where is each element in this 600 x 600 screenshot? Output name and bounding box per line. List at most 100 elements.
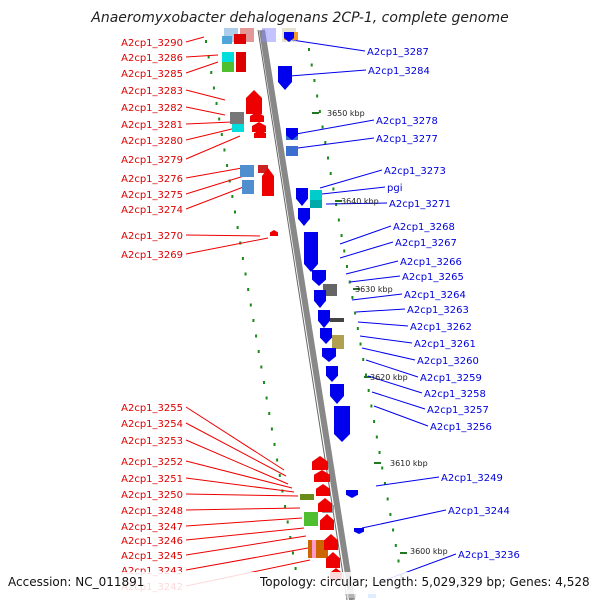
left-gene-labels: A2cp1_3290 A2cp1_3286 A2cp1_3285 A2cp1_3283… [121, 38, 183, 593]
label-leader-line [185, 106, 226, 116]
ruler-tick-right [348, 280, 351, 284]
gene-label-left: A2cp1_3252 [121, 457, 183, 468]
label-leader-line [289, 69, 367, 77]
ruler-tick-right [318, 110, 321, 113]
gene-label-left: A2cp1_3253 [121, 436, 183, 447]
gene-label-right: A2cp1_3260 [417, 356, 479, 367]
gene-feature-block [222, 36, 232, 44]
ruler-tick-right [324, 141, 327, 144]
major-tick [364, 376, 371, 378]
gene-label-right: A2cp1_3259 [420, 373, 482, 384]
gene-feature-block [236, 52, 246, 72]
label-leader-line [319, 169, 383, 189]
label-leader-line [339, 241, 394, 259]
ruler-tick-right [394, 544, 397, 547]
gene-label-right: A2cp1_3265 [402, 272, 464, 283]
gene-feature-block [304, 512, 318, 526]
ruler-tick-right [340, 234, 343, 237]
ruler-tick-left [262, 381, 265, 384]
gene-label-right: A2cp1_3284 [368, 66, 430, 77]
label-leader-line [185, 535, 307, 556]
left-label-lines [185, 36, 311, 587]
label-leader-line [185, 406, 285, 471]
major-tick [353, 288, 360, 290]
ruler-tick-left [294, 567, 297, 570]
gene-feature-block [310, 200, 322, 208]
ruler-tick-left [268, 412, 271, 415]
ruler-tick-right [356, 327, 359, 330]
gene-feature-block [312, 540, 316, 558]
label-leader-line [361, 347, 416, 361]
kbp-label: 3620 kbp [370, 373, 408, 382]
label-leader-line [361, 509, 447, 529]
gene-feature-block [310, 190, 322, 200]
ruler-tick-left [249, 303, 252, 307]
ruler-ticks [205, 40, 407, 578]
ruler-tick-right [367, 389, 370, 392]
gene-label-left: A2cp1_3286 [121, 53, 183, 64]
right-gene-labels: A2cp1_3287 A2cp1_3284 A2cp1_3278 A2cp1_3277… [367, 47, 520, 561]
ruler-tick-right [354, 311, 357, 315]
ruler-tick-left [289, 536, 292, 539]
ruler-tick-right [373, 420, 376, 423]
label-leader-line [345, 260, 399, 275]
gene-label-right: A2cp1_3271 [389, 199, 451, 210]
ruler-tick-right [389, 513, 392, 516]
label-leader-line [185, 185, 247, 210]
ruler-tick-left [255, 334, 258, 338]
major-tick [312, 112, 319, 114]
ruler-tick-left [244, 272, 247, 276]
gene-label-left: A2cp1_3274 [121, 205, 183, 216]
accession-text: Accession: NC_011891 [8, 575, 144, 589]
gene-feature-block [240, 165, 254, 177]
label-leader-line [339, 225, 392, 245]
reverse-gene-arrow [312, 270, 326, 286]
forward-gene-arrow [270, 230, 278, 236]
label-leader-line [185, 422, 287, 477]
forward-gene-arrow [316, 484, 330, 496]
gene-label-left: A2cp1_3279 [121, 155, 183, 166]
ruler-tick-left [278, 474, 281, 477]
gene-feature-block [230, 112, 244, 124]
gene-label-right: A2cp1_3236 [458, 550, 520, 561]
gene-label-right: A2cp1_3278 [376, 116, 438, 127]
label-leader-line [357, 321, 409, 327]
ruler-tick-right [335, 203, 338, 206]
kbp-label: 3630 kbp [355, 285, 393, 294]
ruler-tick-right [326, 156, 329, 160]
label-leader-line [325, 202, 388, 205]
gene-label-right: A2cp1_3264 [404, 290, 466, 301]
label-leader-line [185, 477, 295, 493]
ruler-tick-right [364, 373, 367, 377]
label-leader-line [185, 527, 305, 541]
ruler-tick-right [378, 451, 381, 454]
gene-feature-block [330, 318, 344, 322]
label-leader-line [321, 186, 386, 195]
gene-label-left: A2cp1_3254 [121, 419, 183, 430]
label-leader-line [185, 36, 205, 43]
gene-feature-block [234, 34, 246, 44]
gene-label-right: A2cp1_3258 [424, 389, 486, 400]
label-leader-line [291, 39, 366, 52]
reverse-gene-arrow [346, 490, 358, 498]
ruler-tick-left [210, 71, 213, 74]
reverse-gene-arrow [284, 32, 294, 42]
label-leader-line [185, 439, 289, 485]
label-leader-line [359, 335, 413, 344]
forward-gene-arrow [254, 130, 266, 138]
forward-gene-arrow [314, 470, 330, 482]
ruler-tick-right [329, 172, 332, 175]
ruler-tick-left [223, 148, 226, 152]
forward-gene-arrow [324, 534, 338, 550]
reverse-gene-arrow [354, 528, 364, 534]
ruler-tick-right [343, 249, 346, 253]
reverse-gene-arrow [304, 232, 318, 272]
gene-feature-block [242, 180, 254, 194]
kbp-label: 3600 kbp [410, 547, 448, 556]
ruler-tick-left [212, 86, 215, 90]
ruler-tick-right [386, 497, 389, 501]
label-leader-line [185, 175, 245, 195]
ruler-tick-left [207, 55, 210, 59]
label-leader-line [349, 275, 401, 283]
gene-label-right: A2cp1_3267 [395, 238, 457, 249]
